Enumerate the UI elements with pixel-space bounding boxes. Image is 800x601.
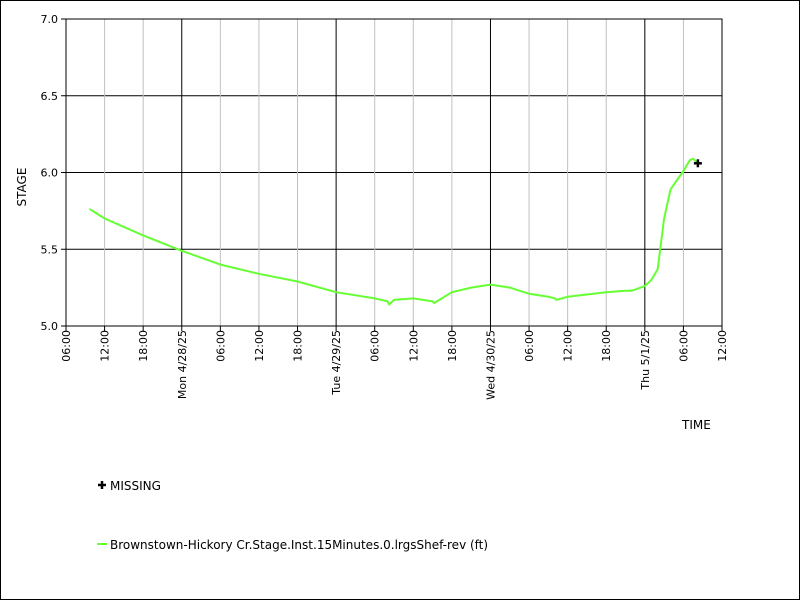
y-axis-title: STAGE xyxy=(15,168,29,207)
legend-missing-marker xyxy=(98,481,106,489)
x-minor-tick-label: 06:00 xyxy=(677,330,690,362)
series-line xyxy=(89,157,698,306)
x-minor-tick-label: 18:00 xyxy=(137,330,150,362)
label-layer: 5.0 5.5 6.0 6.5 7.0 06:00 12:00 18:00 Mon 4/28/2… xyxy=(41,13,730,400)
legend-series-label: Brownstown-Hickory Cr.Stage.Inst.15Minut… xyxy=(110,538,488,552)
y-tick-label: 7.0 xyxy=(41,13,59,26)
x-minor-tick-label: 12:00 xyxy=(407,330,420,362)
x-minor-tick-label: 18:00 xyxy=(292,330,305,362)
axis-layer xyxy=(61,18,723,331)
data-layer xyxy=(89,157,702,306)
x-minor-tick-label: 12:00 xyxy=(253,330,266,362)
x-minor-tick-label: 06:00 xyxy=(369,330,382,362)
x-minor-tick-label: 12:00 xyxy=(99,330,112,362)
legend-missing-label: MISSING xyxy=(110,479,161,493)
x-major-tick-label: Tue 4/29/25 xyxy=(330,330,343,396)
x-major-tick-label: Wed 4/30/25 xyxy=(484,330,497,400)
x-minor-tick-label: 12:00 xyxy=(562,330,575,362)
plot-area-border xyxy=(65,18,723,327)
x-major-tick-label: Mon 4/28/25 xyxy=(176,330,189,399)
y-tick-label: 5.5 xyxy=(41,243,59,256)
missing-marker xyxy=(693,159,702,168)
x-minor-tick-label: 06:00 xyxy=(523,330,536,362)
grid-layer xyxy=(65,18,723,327)
x-axis-title: TIME xyxy=(681,418,711,432)
x-minor-tick-label: 06:00 xyxy=(60,330,73,362)
y-tick-label: 5.0 xyxy=(41,320,59,333)
y-tick-label: 6.5 xyxy=(41,90,59,103)
x-minor-tick-label: 12:00 xyxy=(716,330,729,362)
x-minor-tick-label: 18:00 xyxy=(600,330,613,362)
x-major-tick-label: Thu 5/1/25 xyxy=(639,330,652,391)
x-minor-tick-label: 06:00 xyxy=(214,330,227,362)
legend: MISSING Brownstown-Hickory Cr.Stage.Inst… xyxy=(97,479,488,552)
x-minor-tick-label: 18:00 xyxy=(446,330,459,362)
y-tick-label: 6.0 xyxy=(41,167,59,180)
